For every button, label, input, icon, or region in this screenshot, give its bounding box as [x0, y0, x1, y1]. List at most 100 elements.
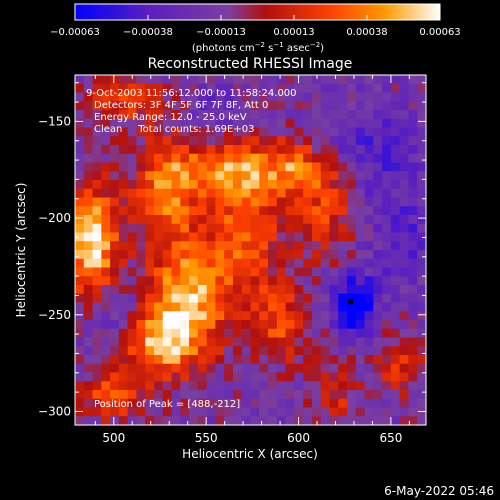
heatmap-cell: [250, 276, 260, 286]
heatmap-cell: [364, 83, 374, 94]
heatmap-cell: [241, 416, 252, 426]
heatmap-cell: [136, 92, 146, 102]
heatmap-cell: [145, 355, 155, 365]
heatmap-cell: [355, 136, 366, 146]
heatmap-cell: [118, 197, 129, 207]
heatmap-cell: [311, 180, 322, 190]
heatmap-cell: [329, 276, 339, 286]
heatmap-cell: [417, 267, 427, 277]
heatmap-cell: [145, 110, 155, 120]
heatmap-cell: [206, 416, 217, 426]
heatmap-cell: [189, 390, 199, 400]
heatmap-cell: [118, 162, 129, 172]
heatmap-cell: [197, 258, 208, 269]
heatmap-cell: [329, 136, 339, 146]
heatmap-cell: [241, 267, 252, 277]
heatmap-cell: [373, 145, 383, 155]
heatmap-cell: [364, 302, 374, 312]
heatmap-cell: [110, 372, 120, 382]
heatmap-cell: [189, 372, 199, 382]
heatmap-cell: [215, 381, 225, 391]
heatmap-cell: [417, 398, 427, 409]
heatmap-cell: [329, 110, 339, 120]
heatmap-cell: [145, 118, 155, 129]
heatmap-cell: [390, 153, 401, 164]
heatmap-cell: [171, 92, 181, 102]
heatmap-cell: [215, 180, 225, 190]
heatmap-cell: [311, 118, 322, 129]
heatmap-cell: [75, 101, 85, 111]
heatmap-cell: [250, 416, 260, 426]
heatmap-cell: [338, 188, 348, 199]
heatmap-cell: [268, 285, 278, 295]
heatmap-cell: [162, 232, 173, 242]
heatmap-cell: [110, 355, 120, 365]
heatmap-cell: [303, 320, 313, 330]
heatmap-cell: [241, 337, 252, 347]
heatmap-cell: [338, 311, 348, 321]
heatmap-cell: [250, 206, 260, 216]
heatmap-cell: [390, 407, 401, 417]
heatmap-cell: [382, 110, 392, 120]
heatmap-cell: [294, 136, 304, 146]
heatmap-cell: [285, 293, 295, 304]
heatmap-cell: [338, 346, 348, 356]
heatmap-cell: [259, 145, 269, 155]
heatmap-cell: [232, 83, 243, 94]
heatmap-cell: [83, 337, 94, 347]
heatmap-cell: [294, 83, 304, 94]
heatmap-cell: [294, 267, 304, 277]
heatmap-cell: [189, 250, 199, 260]
heatmap-cell: [329, 241, 339, 251]
heatmap-cell: [180, 171, 190, 181]
heatmap-cell: [232, 232, 243, 242]
heatmap-cell: [197, 293, 208, 304]
heatmap-cell: [118, 83, 129, 94]
heatmap-cell: [373, 258, 383, 269]
heatmap-cell: [92, 293, 102, 304]
heatmap-cell: [110, 346, 120, 356]
heatmap-cell: [101, 328, 111, 339]
heatmap-cell: [311, 92, 322, 102]
heatmap-cell: [250, 267, 260, 277]
heatmap-cell: [189, 145, 199, 155]
heatmap-cell: [197, 390, 208, 400]
heatmap-cell: [110, 197, 120, 207]
heatmap-cell: [285, 381, 295, 391]
heatmap-cell: [311, 267, 322, 277]
heatmap-cell: [382, 118, 392, 129]
heatmap-cell: [127, 407, 138, 417]
heatmap-cell: [259, 83, 269, 94]
heatmap-cell: [224, 153, 234, 164]
heatmap-cell: [206, 250, 217, 260]
heatmap-cell: [382, 136, 392, 146]
heatmap-cell: [259, 92, 269, 102]
heatmap-cell: [382, 153, 392, 164]
heatmap-cell: [127, 320, 138, 330]
heatmap-cell: [162, 171, 173, 181]
heatmap-cell: [303, 136, 313, 146]
heatmap-cell: [153, 83, 164, 94]
heatmap-cell: [276, 258, 287, 269]
heatmap-cell: [118, 241, 129, 251]
heatmap-cell: [232, 250, 243, 260]
heatmap-cell: [303, 75, 313, 85]
heatmap-cell: [127, 101, 138, 111]
heatmap-cell: [311, 136, 322, 146]
heatmap-cell: [206, 363, 217, 374]
heatmap-cell: [92, 267, 102, 277]
heatmap-cell: [162, 215, 173, 225]
heatmap-cell: [320, 311, 331, 321]
heatmap-cell: [136, 363, 146, 374]
heatmap-cell: [285, 171, 295, 181]
heatmap-cell: [408, 302, 418, 312]
heatmap-cell: [303, 153, 313, 164]
heatmap-cell: [162, 188, 173, 199]
heatmap-cell: [329, 302, 339, 312]
heatmap-cell: [373, 110, 383, 120]
heatmap-cell: [268, 267, 278, 277]
heatmap-cell: [232, 127, 243, 137]
heatmap-cell: [408, 416, 418, 426]
heatmap-cell: [338, 363, 348, 374]
heatmap-cell: [232, 153, 243, 164]
